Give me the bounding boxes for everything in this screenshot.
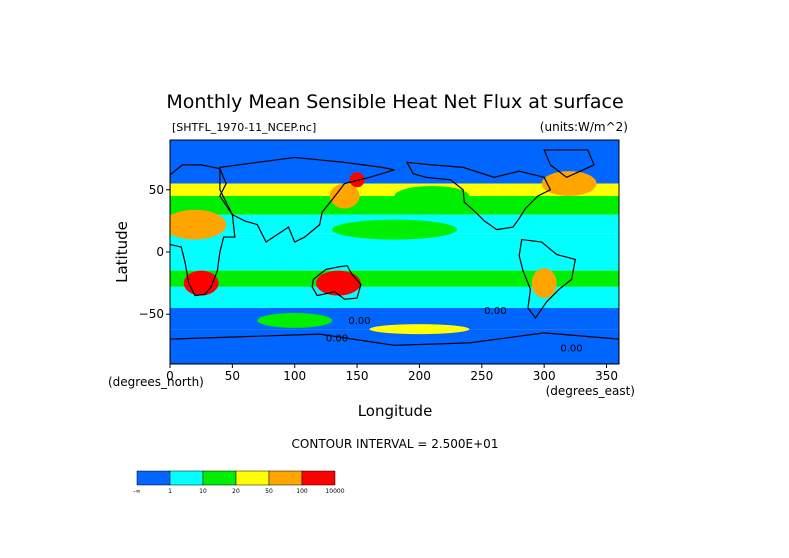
contour-label: 0.00: [326, 334, 348, 345]
zone-band: [170, 286, 619, 308]
contour-label: 0.00: [348, 316, 370, 327]
coastline-asia: [219, 156, 395, 243]
coastline-antarctica: [170, 332, 619, 364]
x-tick-label: 250: [470, 369, 493, 383]
colorbar-label: -∞: [133, 488, 140, 495]
flux-patch: [257, 312, 333, 328]
y-tick-label: 50: [149, 183, 164, 197]
flux-patch: [394, 186, 470, 206]
flux-patch: [369, 324, 470, 335]
colorbar-swatch: [268, 470, 303, 486]
y-tick-label: −50: [139, 307, 164, 321]
flux-patch: [315, 270, 361, 296]
flux-map: [170, 140, 619, 364]
colorbar-swatch: [235, 470, 270, 486]
colorbar-label: 10: [199, 488, 207, 495]
chart-title: Monthly Mean Sensible Heat Net Flux at s…: [166, 91, 623, 113]
coastline-north-america: [405, 161, 552, 231]
colorbar: -∞ 1 10 20 50 100 10000: [133, 470, 345, 495]
x-tick-label: 200: [408, 369, 431, 383]
x-tick-label: 100: [283, 369, 306, 383]
colorbar-label: 10000: [325, 488, 344, 495]
y-unit-label: (degrees_north): [108, 375, 204, 389]
flux-patch: [170, 209, 227, 240]
colorbar-label: 1: [168, 488, 172, 495]
contour-label: 0.00: [484, 306, 506, 317]
coastline-australia: [311, 265, 362, 300]
zone-band: [170, 329, 619, 364]
y-tick-label: 0: [156, 245, 164, 259]
colorbar-label: 20: [232, 488, 240, 495]
coastline-africa-europe: [170, 164, 236, 297]
contour-label: 0.00: [560, 344, 582, 355]
zone-band: [170, 270, 619, 287]
zone-band: [170, 196, 619, 215]
colorbar-swatch: [136, 470, 171, 486]
coastline-greenland: [543, 149, 595, 179]
colorbar-swatch: [301, 470, 336, 486]
flux-patch: [541, 171, 597, 196]
x-tick-label: 50: [225, 369, 240, 383]
y-axis-label: Latitude: [113, 221, 131, 283]
x-tick-label: 150: [346, 369, 369, 383]
zone-band: [170, 183, 619, 196]
file-label: [SHTFL_1970-11_NCEP.nc]: [172, 121, 316, 134]
x-axis-label: Longitude: [358, 402, 433, 420]
x-tick-label: 300: [533, 369, 556, 383]
inline-contour-labels: 0.000.000.000.00: [326, 306, 583, 354]
flux-patch: [531, 268, 557, 299]
flux-patch: [349, 172, 365, 188]
x-tick-label: 0: [166, 369, 174, 383]
zone-band: [170, 140, 619, 184]
colorbar-swatch: [202, 470, 237, 486]
x-tick-label: 350: [595, 369, 618, 383]
flux-patch: [332, 219, 457, 240]
x-unit-label: (degrees_east): [546, 384, 635, 398]
colorbar-label: 100: [296, 488, 308, 495]
flux-patch: [329, 183, 360, 209]
colorbar-swatch: [169, 470, 204, 486]
contour-interval: CONTOUR INTERVAL = 2.500E+01: [292, 437, 499, 451]
y-axis: 50 0 −50: [139, 183, 170, 321]
colorbar-label: 50: [265, 488, 273, 495]
x-axis: 0 50 100 150 200 250 300 350: [166, 364, 618, 383]
coastline-south-america: [518, 238, 577, 319]
units-label: (units:W/m^2): [540, 120, 628, 134]
